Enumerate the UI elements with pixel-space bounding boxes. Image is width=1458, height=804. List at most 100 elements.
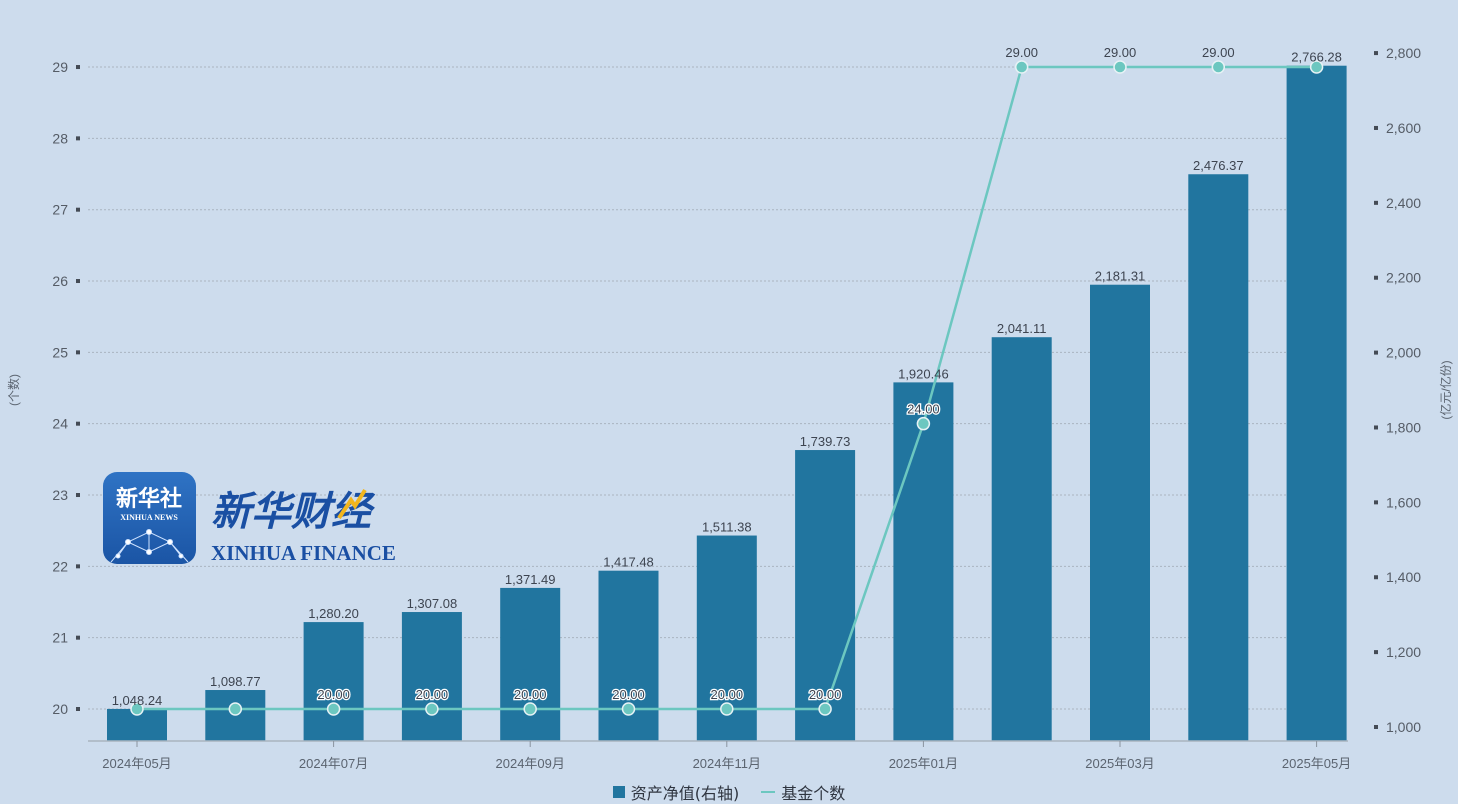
bar-value-label: 1,098.77 [210,674,261,689]
left-tick-label: 25 [52,344,68,360]
line-value-label: 20.00 [809,687,842,702]
legend-bar-label[interactable]: 资产净值(右轴) [630,784,740,803]
tick-marker [76,707,80,711]
line-point[interactable] [720,702,734,716]
bar[interactable] [1090,284,1150,741]
right-tick-label: 2,400 [1386,195,1421,211]
left-tick-label: 29 [52,59,68,75]
tick-marker [76,279,80,284]
bar[interactable] [1286,65,1347,741]
left-axis: 20 21 22 23 24 25 26 27 28 29 [52,59,80,717]
left-tick-label: 26 [52,273,68,289]
line-point[interactable] [326,702,341,716]
bar-value-label: 1,371.49 [505,572,556,587]
tick-marker [1374,51,1378,56]
line-point[interactable] [523,702,537,716]
line-point[interactable] [818,702,832,716]
bar-value-label: 2,476.37 [1193,158,1244,173]
x-tick-label: 2024年07月 [299,756,368,771]
line-value-label: 20.00 [612,687,645,702]
x-tick-label: 2025年01月 [889,756,958,771]
left-axis-title: (个数) [6,374,21,406]
bar-value-label: 1,920.46 [898,366,949,381]
left-tick-label: 23 [52,487,68,503]
left-tick-label: 24 [52,416,68,432]
logo-title-cn: 新华财经 [211,488,376,535]
bar[interactable] [303,622,364,741]
bar-value-label: 1,280.20 [308,606,359,621]
line-point[interactable] [130,702,144,716]
bar-value-label: 1,307.08 [407,596,458,611]
left-tick-label: 28 [52,130,68,146]
bar-value-label: 2,041.11 [997,321,1047,336]
tick-marker [76,421,80,426]
bar-value-label: 2,181.31 [1095,269,1146,284]
right-tick-label: 2,000 [1386,345,1421,361]
line-value-label: 20.00 [711,687,744,702]
x-axis: 2024年05月 2024年07月 2024年09月 2024年11月 2025年01月… [102,741,1351,771]
xinhua-finance-logo: 新华社 XINHUA NEWS 新华财经 XINHUA FINANCE [103,470,413,566]
tick-marker [76,350,80,355]
bar-value-label: 2,766.28 [1291,50,1342,65]
line-point[interactable] [1211,60,1226,74]
bar[interactable] [401,612,462,741]
bar-series [107,65,1347,741]
line-value-label: 20.00 [317,687,350,702]
line-point[interactable] [1014,60,1029,74]
x-tick-label: 2024年11月 [693,756,761,771]
line-value-label: 29.00 [1202,45,1235,60]
line-point[interactable] [621,702,636,716]
bar-value-label: 1,048.24 [112,693,163,708]
left-tick-label: 21 [52,630,68,646]
right-axis: 1,000 1,200 1,400 1,600 1,800 2,000 2,200 2,400… [1374,45,1421,735]
rising-arrow-icon [337,488,367,520]
legend: 资产净值(右轴) 基金个数 [0,780,1458,804]
bar[interactable] [991,337,1052,741]
bar[interactable] [893,382,954,741]
x-tick-label: 2024年09月 [496,756,565,771]
tick-marker [76,564,80,569]
tick-marker [76,65,80,70]
tick-marker [76,493,80,498]
tick-marker [1374,200,1378,205]
tick-marker [1374,725,1378,729]
tick-marker [1374,500,1378,505]
line-point[interactable] [916,416,931,431]
bar-value-label: 1,417.48 [603,555,654,570]
line-point[interactable] [425,702,439,716]
right-tick-label: 2,200 [1386,270,1421,286]
left-tick-label: 22 [52,558,68,574]
legend-line-swatch[interactable] [761,791,776,793]
tick-marker [1374,650,1378,655]
x-tick-label: 2025年05月 [1282,756,1351,771]
line-value-label: 24.00 [907,402,940,417]
right-axis-title: (亿元/亿份) [1438,360,1453,419]
x-tick-label: 2025年03月 [1085,756,1154,771]
line-point[interactable] [1113,60,1127,74]
line-point[interactable] [1309,60,1324,74]
tick-marker [1374,425,1378,430]
right-tick-label: 1,400 [1386,569,1421,585]
tick-marker [1374,125,1378,130]
legend-bar-swatch[interactable] [612,786,625,798]
right-tick-label: 1,600 [1386,494,1421,510]
right-tick-label: 2,800 [1386,45,1421,61]
data-labels: 1,048.24 1,098.77 1,280.20 1,307.08 1,371.49… [112,45,1342,708]
tick-marker [1374,350,1378,355]
line-point[interactable] [228,702,243,716]
line-value-label: 29.00 [1005,45,1038,60]
bar[interactable] [795,450,856,741]
left-tick-label: 20 [52,701,68,717]
right-tick-label: 2,600 [1386,120,1421,136]
right-tick-label: 1,000 [1386,719,1421,735]
legend-line-label[interactable]: 基金个数 [781,784,846,803]
line-value-label: 20.00 [514,687,547,702]
globe-network-icon [110,529,189,563]
badge-en-text: XINHUA NEWS [120,513,178,522]
bar[interactable] [1188,174,1249,741]
tick-marker [1374,575,1378,580]
tick-marker [1374,275,1378,280]
line-series [130,60,1324,716]
bar[interactable] [500,587,561,741]
